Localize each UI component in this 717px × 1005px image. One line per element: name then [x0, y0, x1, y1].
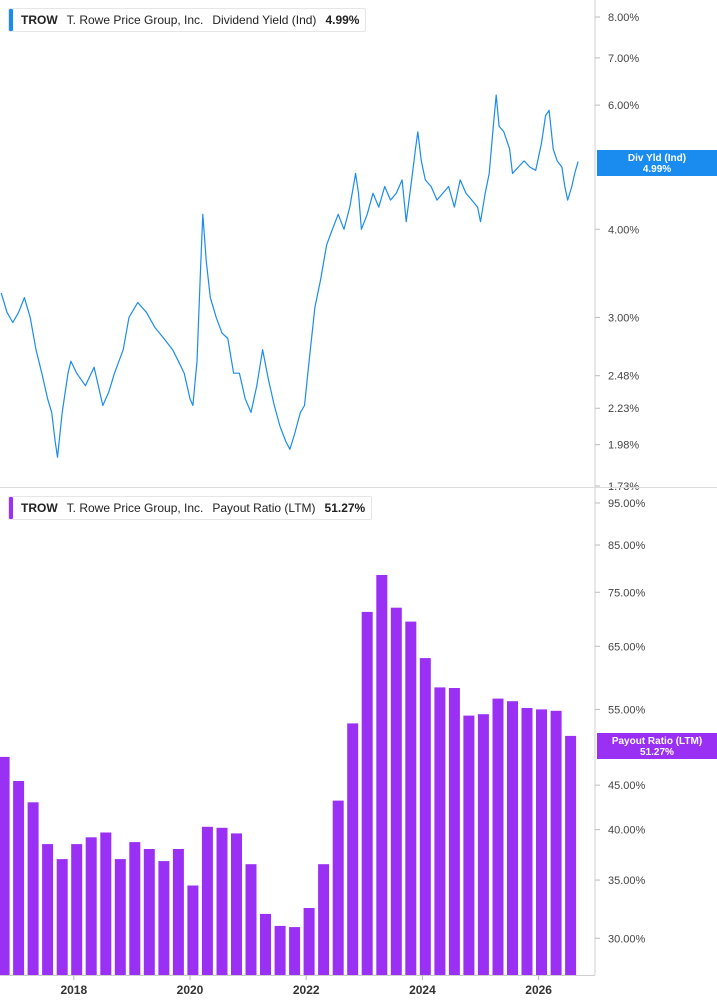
bottom-legend-value: 51.27%	[324, 501, 366, 515]
payout-ratio-bar[interactable]	[448, 688, 460, 975]
payout-ratio-bar[interactable]	[303, 908, 315, 975]
x-tick-label: 2024	[409, 983, 436, 997]
payout-ratio-bar[interactable]	[332, 800, 344, 975]
payout-ratio-bar[interactable]	[550, 710, 562, 975]
bottom-legend-company: T. Rowe Price Group, Inc.	[66, 501, 204, 515]
payout-ratio-bars	[0, 575, 577, 976]
top-legend-value: 4.99%	[325, 13, 360, 27]
x-tick-label: 2020	[177, 983, 204, 997]
top-value-tag: Div Yld (Ind) 4.99%	[597, 150, 717, 176]
x-tick-label: 2018	[60, 983, 87, 997]
payout-ratio-bar[interactable]	[260, 913, 271, 975]
payout-ratio-bar[interactable]	[129, 842, 141, 975]
payout-ratio-bar[interactable]	[507, 701, 518, 975]
bottom-legend-ticker: TROW	[21, 501, 58, 515]
top-tag-label: Div Yld (Ind)	[628, 153, 686, 164]
x-axis: 2018 2020 2022 2024 2026	[60, 975, 552, 997]
top-legend-company: T. Rowe Price Group, Inc.	[66, 13, 204, 27]
payout-ratio-bar[interactable]	[274, 925, 286, 975]
payout-ratio-bar[interactable]	[85, 837, 97, 975]
top-legend-metric: Dividend Yield (Ind)	[212, 13, 317, 27]
payout-ratio-bar[interactable]	[27, 802, 39, 975]
payout-ratio-bar[interactable]	[231, 833, 242, 975]
top-legend-ticker: TROW	[21, 13, 58, 27]
bottom-y-axis: 95.00% 85.00% 75.00% 65.00% 55.00% 45.00% 40.0…	[595, 498, 646, 945]
bottom-tag-value: 51.27%	[640, 747, 674, 758]
payout-ratio-bar[interactable]	[216, 827, 228, 975]
y-tick-label: 55.00%	[608, 704, 646, 716]
payout-ratio-bar[interactable]	[289, 927, 301, 975]
payout-ratio-bar[interactable]	[143, 849, 155, 975]
payout-ratio-bar[interactable]	[463, 715, 475, 975]
payout-ratio-bar[interactable]	[114, 859, 126, 975]
y-tick-label: 35.00%	[608, 875, 646, 887]
payout-ratio-bar[interactable]	[419, 658, 431, 975]
y-tick-label: 30.00%	[608, 933, 646, 945]
top-tag-value: 4.99%	[643, 164, 671, 175]
bottom-legend[interactable]: TROW T. Rowe Price Group, Inc. Payout Ra…	[8, 496, 373, 520]
payout-ratio-bar[interactable]	[405, 621, 417, 975]
payout-ratio-bar[interactable]	[13, 781, 25, 975]
payout-ratio-bar[interactable]	[201, 826, 213, 975]
payout-ratio-bar[interactable]	[318, 864, 330, 975]
payout-ratio-bar[interactable]	[347, 723, 359, 975]
y-tick-label: 95.00%	[608, 498, 646, 510]
bottom-chart: 95.00% 85.00% 75.00% 65.00% 55.00% 45.00% 40.0…	[0, 488, 717, 975]
payout-ratio-bar[interactable]	[245, 864, 257, 975]
payout-ratio-bar[interactable]	[0, 756, 10, 975]
payout-ratio-bar[interactable]	[434, 687, 446, 975]
bottom-legend-color-bar	[9, 497, 13, 519]
y-tick-label: 85.00%	[608, 540, 646, 552]
y-tick-label: 3.00%	[608, 312, 639, 324]
y-tick-label: 1.98%	[608, 440, 639, 452]
dividend-yield-line[interactable]	[0, 94, 579, 458]
payout-ratio-bar[interactable]	[565, 735, 577, 975]
y-tick-label: 7.00%	[608, 53, 639, 65]
y-tick-label: 6.00%	[608, 100, 639, 112]
payout-ratio-bar[interactable]	[100, 832, 112, 976]
payout-ratio-bar[interactable]	[158, 861, 170, 975]
y-tick-label: 40.00%	[608, 825, 646, 837]
top-y-axis: 8.00% 7.00% 6.00% 4.00% 3.00% 2.48% 2.23% 1.98%…	[595, 12, 639, 493]
payout-ratio-bar[interactable]	[361, 611, 373, 975]
payout-ratio-bar[interactable]	[56, 859, 68, 975]
bottom-value-tag: Payout Ratio (LTM) 51.27%	[597, 733, 717, 759]
y-tick-label: 45.00%	[608, 780, 646, 792]
y-tick-label: 2.23%	[608, 403, 639, 415]
top-tag-box	[597, 150, 717, 176]
payout-ratio-bar[interactable]	[376, 575, 388, 975]
payout-ratio-bar[interactable]	[187, 885, 199, 976]
top-chart: 8.00% 7.00% 6.00% 4.00% 3.00% 2.48% 2.23% 1.98%…	[0, 0, 717, 493]
payout-ratio-bar[interactable]	[536, 709, 547, 975]
x-tick-label: 2026	[525, 983, 552, 997]
top-legend-color-bar	[9, 9, 13, 31]
payout-ratio-bar[interactable]	[172, 849, 184, 975]
top-legend[interactable]: TROW T. Rowe Price Group, Inc. Dividend …	[8, 8, 367, 32]
payout-ratio-bar[interactable]	[521, 708, 533, 975]
payout-ratio-bar[interactable]	[477, 714, 489, 975]
y-tick-label: 4.00%	[608, 224, 639, 236]
y-tick-label: 75.00%	[608, 587, 646, 599]
payout-ratio-bar[interactable]	[390, 607, 402, 975]
bottom-legend-metric: Payout Ratio (LTM)	[212, 501, 316, 515]
payout-ratio-bar[interactable]	[71, 844, 83, 975]
payout-ratio-bar[interactable]	[492, 698, 504, 975]
bottom-tag-box	[597, 733, 717, 759]
payout-ratio-bar[interactable]	[42, 844, 54, 975]
y-tick-label: 8.00%	[608, 12, 639, 24]
x-tick-label: 2022	[293, 983, 320, 997]
y-tick-label: 2.48%	[608, 371, 639, 383]
bottom-tag-label: Payout Ratio (LTM)	[612, 736, 702, 747]
y-tick-label: 65.00%	[608, 641, 646, 653]
